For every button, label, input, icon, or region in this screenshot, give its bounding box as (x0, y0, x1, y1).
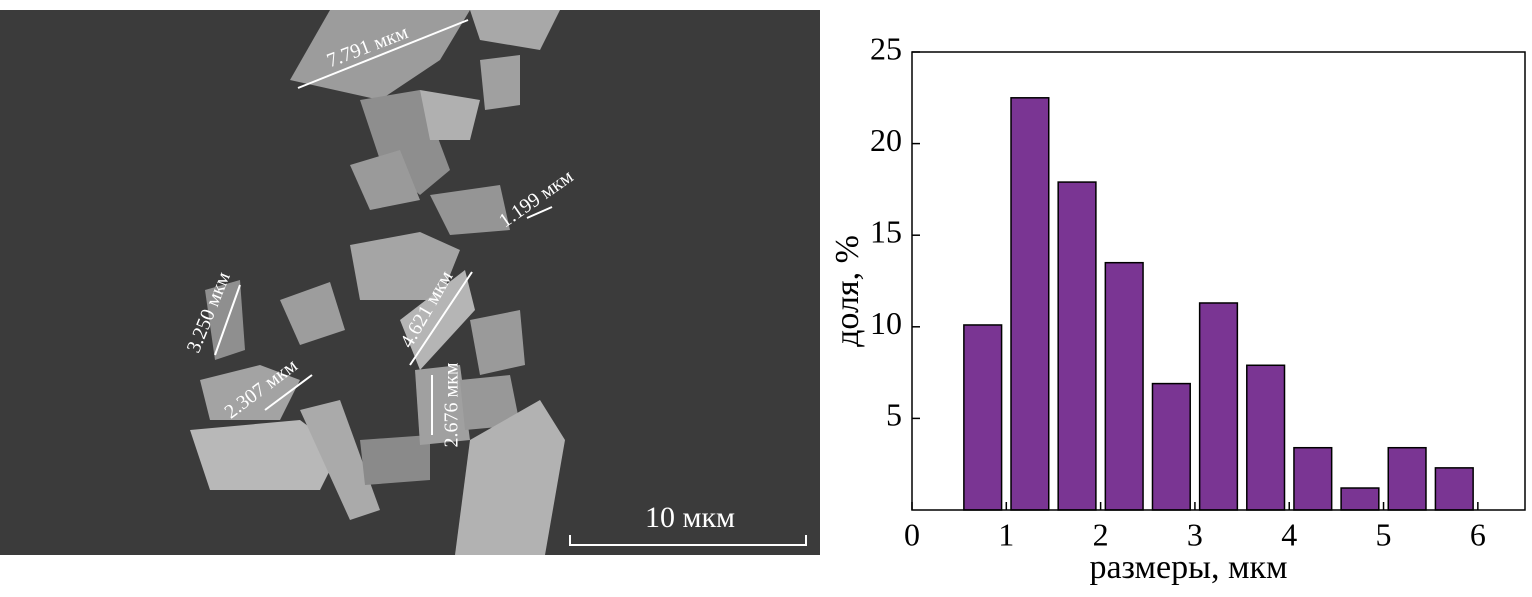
y-tick-label: 25 (870, 30, 902, 66)
plot-frame (911, 51, 1526, 511)
bar (1246, 364, 1286, 511)
x-tick-label: 0 (904, 516, 920, 552)
annotation: 2.676 мкм (441, 362, 463, 447)
measure-line (297, 19, 469, 89)
bar (963, 324, 1003, 511)
crystal (430, 185, 510, 235)
y-tick-label: 15 (870, 214, 902, 250)
bar (1104, 261, 1144, 511)
crystal (455, 400, 565, 555)
crystal (350, 150, 420, 210)
crystal (280, 282, 345, 345)
bar (1010, 97, 1050, 511)
bar (1293, 446, 1333, 511)
scale-bar-line (569, 535, 807, 546)
bar (1387, 446, 1427, 511)
y-tick-label: 5 (886, 397, 902, 433)
bar (1340, 487, 1380, 511)
bar (1434, 467, 1474, 511)
crystal (190, 420, 340, 490)
measure-lines (214, 19, 553, 435)
bar (1198, 302, 1239, 511)
sem-image: 7.791 мкм 1.199 мкм 3.250 мкм 4.621 мкм … (0, 10, 820, 555)
histogram: 5 10 15 20 25 0 1 2 3 4 5 6 размеры, мкм доля, % (829, 30, 1526, 586)
scale-bar (569, 535, 807, 546)
x-tick-label: 2 (1093, 516, 1109, 552)
measure-line (214, 284, 241, 356)
crystal (460, 375, 520, 430)
crystal (415, 365, 470, 445)
measure-line (264, 374, 313, 411)
x-tick-label: 5 (1376, 516, 1392, 552)
crystal (420, 90, 480, 140)
crystal (350, 232, 460, 300)
bar (1151, 382, 1191, 511)
x-tick-label: 3 (1187, 516, 1203, 552)
crystal (470, 10, 560, 50)
measure-line (526, 206, 553, 219)
x-tick-label: 4 (1281, 516, 1297, 552)
crystal (300, 400, 380, 520)
x-tick-label: 1 (998, 516, 1014, 552)
crystal (480, 55, 520, 110)
x-tick-label: 6 (1470, 516, 1486, 552)
scale-bar-label: 10 мкм (645, 501, 735, 534)
y-axis-label: доля, % (829, 235, 866, 347)
crystal (200, 365, 300, 420)
measure-line (409, 271, 473, 366)
crystal (360, 435, 430, 485)
y-tick-label: 10 (870, 305, 902, 341)
x-axis-label: размеры, мкм (1089, 549, 1287, 586)
y-tick-label: 20 (870, 122, 902, 158)
bar (1057, 181, 1097, 511)
crystal (470, 310, 525, 375)
